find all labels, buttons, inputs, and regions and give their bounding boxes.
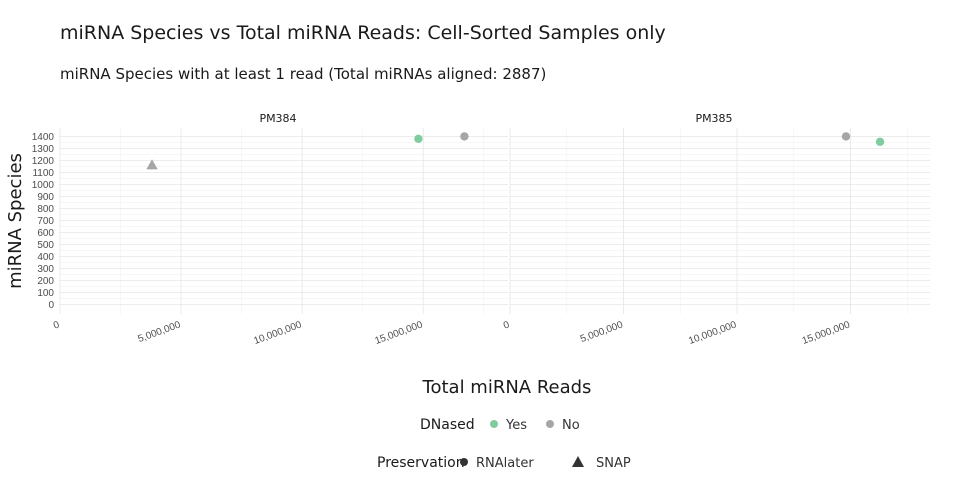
y-tick-label: 200 (37, 276, 54, 287)
panel-strip-label: PM385 (695, 112, 732, 125)
y-tick-label: 300 (37, 264, 54, 275)
y-tick-label: 900 (37, 192, 54, 203)
y-tick-label: 700 (37, 216, 54, 227)
y-tick-label: 1400 (32, 132, 55, 143)
x-tick-label: 15,000,000 (373, 319, 424, 347)
x-tick-label: 5,000,000 (137, 319, 183, 345)
y-tick-label: 1000 (32, 180, 55, 191)
y-tick-label: 0 (48, 300, 54, 311)
y-tick-label: 500 (37, 240, 54, 251)
legend-label: Yes (505, 418, 527, 433)
y-tick-label: 600 (37, 228, 54, 239)
legend-dnased: DNased Yes No (420, 417, 580, 433)
x-tick-label: 0 (52, 319, 61, 331)
y-axis-title: miRNA Species (5, 153, 26, 289)
legend-title: Preservation (377, 455, 465, 471)
legend-key-circle (460, 458, 468, 466)
y-tick-label: 100 (37, 288, 54, 299)
x-tick-label: 5,000,000 (579, 319, 625, 345)
y-tick-label: 1100 (32, 168, 54, 179)
panel-strip-label: PM384 (259, 112, 296, 125)
data-point (460, 132, 469, 141)
legend-key-triangle (572, 456, 584, 467)
legend-label: RNAlater (476, 456, 534, 471)
chart-title: miRNA Species vs Total miRNA Reads: Cell… (60, 22, 666, 44)
y-tick-label: 1300 (32, 144, 55, 155)
legend-title: DNased (420, 417, 475, 433)
y-tick-label: 1200 (32, 156, 55, 167)
legend-key-circle (546, 420, 554, 428)
x-axis-title: Total miRNA Reads (422, 377, 592, 398)
chart-subtitle: miRNA Species with at least 1 read (Tota… (60, 65, 547, 83)
legend-key-circle (490, 420, 498, 428)
x-tick-label: 15,000,000 (801, 319, 852, 347)
data-point (841, 132, 851, 141)
x-tick-label: 0 (502, 319, 511, 331)
panel-pm385: PM385 0 5,000,000 10,000,000 15,000,000 (502, 112, 930, 347)
data-point (414, 134, 423, 143)
legend-preservation: Preservation RNAlater SNAP (377, 455, 631, 471)
y-tick-label: 400 (37, 252, 54, 263)
x-tick-label: 10,000,000 (252, 319, 303, 347)
legend-label: No (562, 418, 580, 433)
y-tick-label: 800 (37, 204, 54, 215)
data-point (875, 137, 885, 146)
legend-label: SNAP (596, 456, 631, 471)
data-point-triangle (146, 159, 158, 170)
x-tick-label: 10,000,000 (687, 319, 738, 347)
